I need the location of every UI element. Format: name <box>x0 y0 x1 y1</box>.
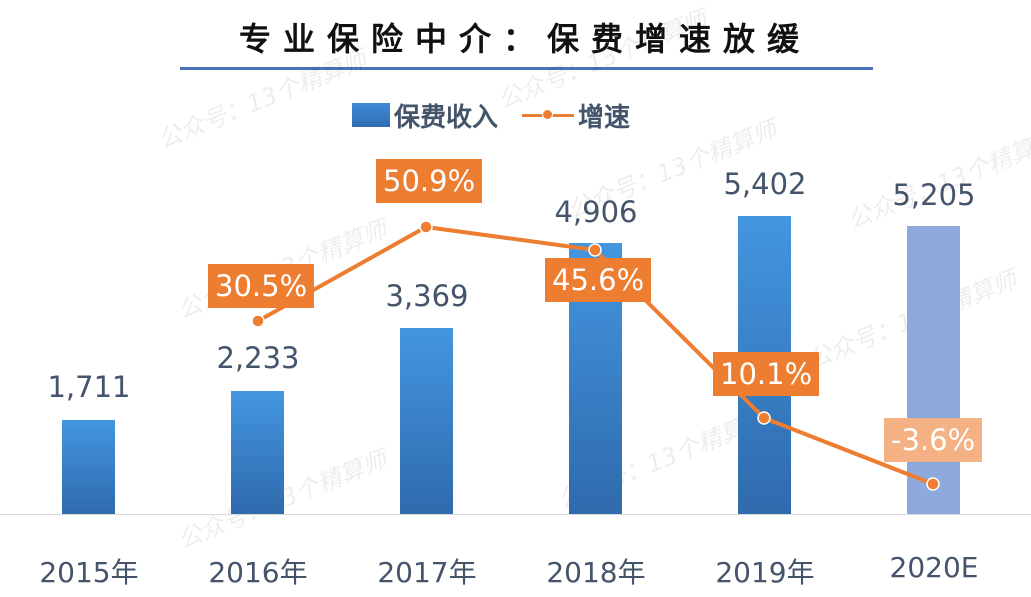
growth-label-2020e: -3.6% <box>884 418 983 462</box>
x-axis-label: 2020E <box>889 551 979 584</box>
bar-2020e <box>907 226 960 514</box>
x-axis-label: 2015年 <box>39 556 139 589</box>
bar-2017 <box>400 328 453 514</box>
title-underline <box>180 67 873 70</box>
bar-value-label: 1,711 <box>47 370 131 404</box>
bar-value-label: 4,906 <box>554 195 638 229</box>
growth-label-2017: 50.9% <box>376 159 483 203</box>
x-axis-line <box>0 514 1031 515</box>
bar-2016 <box>231 391 284 514</box>
bar-value-label: 3,369 <box>385 279 469 313</box>
bar-2015 <box>62 420 115 514</box>
x-axis-label: 2018年 <box>546 556 646 589</box>
legend-bar-swatch-icon <box>352 103 390 127</box>
legend-line-label: 增速 <box>578 102 631 133</box>
growth-label-2019: 10.1% <box>713 352 820 396</box>
legend-bar-label: 保费收入 <box>394 102 499 133</box>
legend-line-marker-icon <box>522 103 575 127</box>
x-axis-label: 2019年 <box>715 556 815 589</box>
chart-title: 专业保险中介：保费增速放缓 <box>238 20 811 58</box>
growth-label-2016: 30.5% <box>208 264 315 308</box>
chart-legend: 保费收入 增速 <box>352 99 631 133</box>
x-axis-label: 2016年 <box>208 556 308 589</box>
bar-value-label: 5,205 <box>892 178 976 212</box>
bar-value-label: 2,233 <box>216 341 300 375</box>
x-axis-label: 2017年 <box>377 556 477 589</box>
bar-value-label: 5,402 <box>723 167 807 201</box>
growth-label-2018: 45.6% <box>545 258 652 302</box>
